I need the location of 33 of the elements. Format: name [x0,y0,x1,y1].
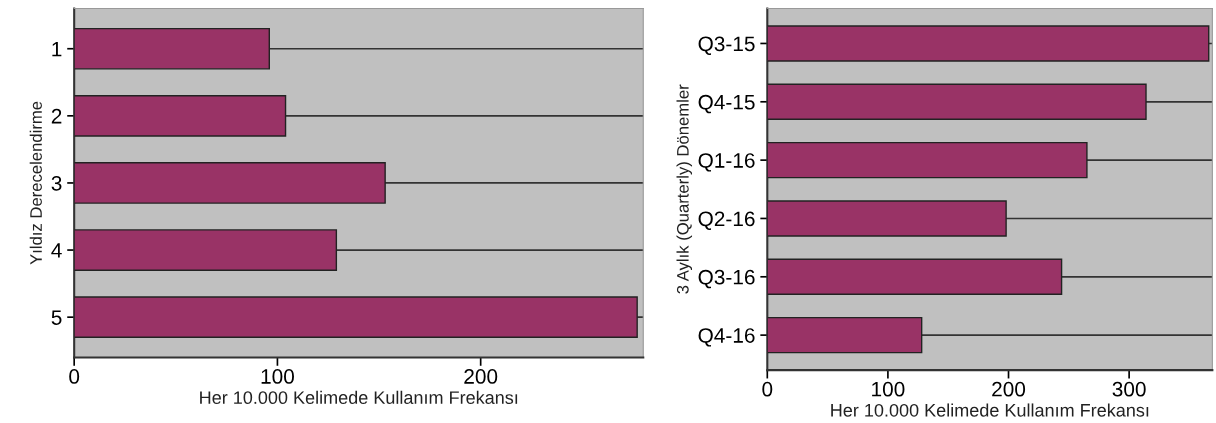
y-tick-label: Q3-16 [698,269,755,289]
x-tick-label: 100 [261,369,294,384]
bar [767,258,1063,295]
y-axis-title: 3 Aylık (Quarterly) Dönemler [676,84,693,294]
y-tick-label: Q3-15 [698,36,755,55]
y-tick-label: Q1-16 [698,153,755,172]
bar [74,95,287,137]
bar [767,316,923,354]
x-tick-label: 0 [69,369,80,384]
bar [74,296,638,338]
x-tick-label: 200 [464,369,498,384]
y-tick-label: Q2-16 [698,211,755,230]
x-tick-label: 200 [992,381,1026,397]
y-tick-label: Q4-16 [698,328,755,347]
x-tick-label: 100 [872,381,905,397]
x-tick-label: 0 [762,381,773,397]
bar [74,162,386,204]
bar [767,141,1088,179]
y-tick-label: 4 [51,243,62,258]
bar [767,25,1210,62]
y-tick-label: 1 [52,41,62,57]
x-tick-label: 300 [1112,381,1146,397]
x-axis-title: Her 10.000 Kelimede Kullanım Frekansı [831,403,1149,417]
y-tick-label: 3 [51,175,62,191]
y-tick-label: Q4-15 [698,94,755,114]
y-tick-label: 5 [51,310,62,325]
bar [74,229,338,271]
bar [74,27,270,70]
y-axis-title: Yıldız Derecelendirme [29,101,42,265]
bar [767,83,1147,120]
y-tick-label: 2 [51,108,62,124]
x-axis-title: Her 10.000 Kelimede Kullanım Frekansı [200,390,518,405]
bar [767,200,1007,237]
